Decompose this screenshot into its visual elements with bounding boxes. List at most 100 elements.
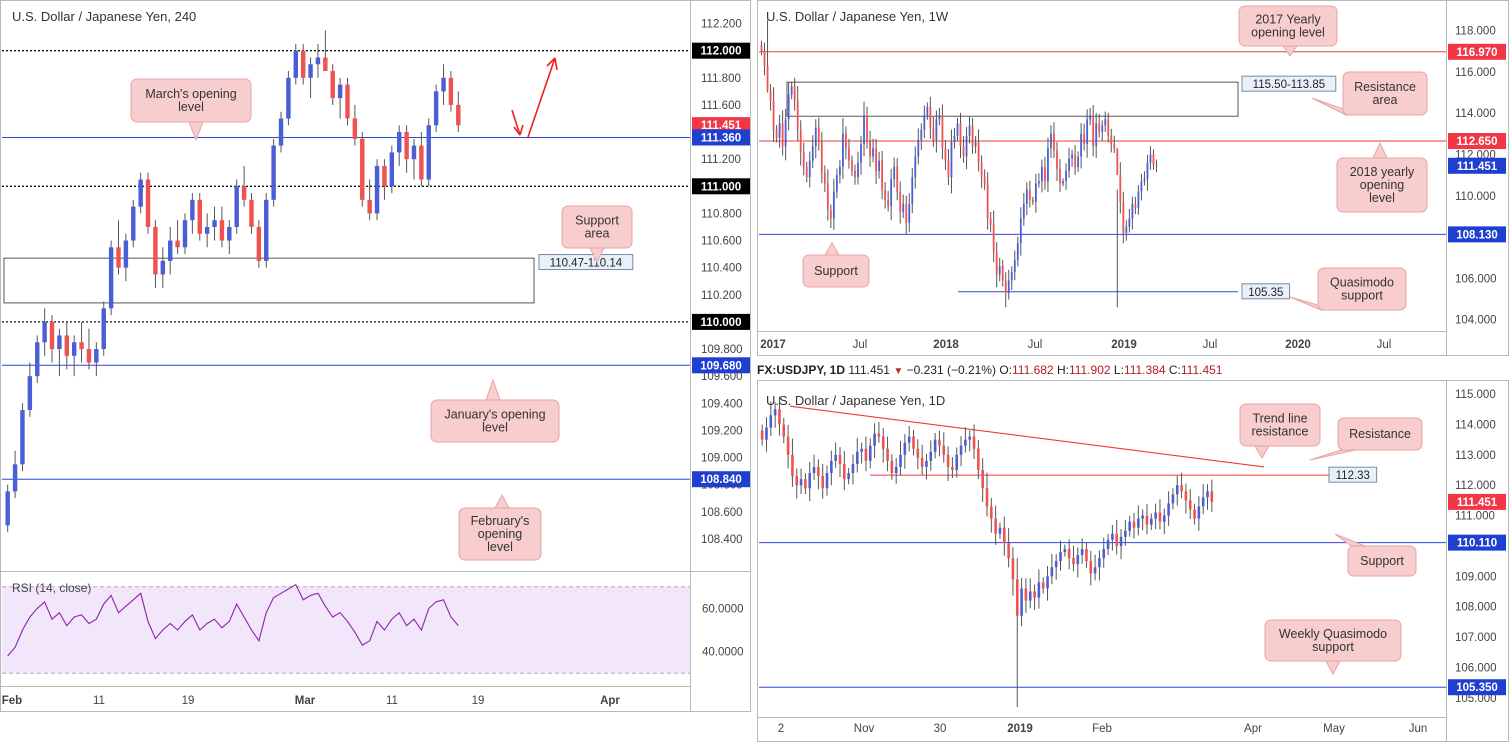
w1-candle: [769, 90, 772, 101]
d1-candle: [843, 463, 846, 480]
w1-candle: [917, 139, 920, 157]
w1-candle: [766, 65, 769, 91]
h4-callout-february-text: February's: [471, 514, 530, 528]
d1-candle: [916, 448, 920, 458]
w1-candle: [899, 191, 902, 213]
d1-candle: [929, 451, 933, 461]
w1-candle: [908, 204, 911, 223]
h4-candle: [300, 50, 306, 78]
d1-price-tag-bg: [1448, 679, 1506, 696]
d1-y-tick: 105.000: [1455, 693, 1497, 705]
d1-candle: [1028, 591, 1032, 601]
d1-candle: [1007, 542, 1010, 559]
d1-x-tick: Nov: [854, 723, 875, 735]
d1-callout-weekly-quasimodo-box: [1264, 619, 1402, 662]
w1-candle: [1047, 148, 1049, 182]
d1-candle: [817, 466, 820, 477]
ohlc-open: 111.682: [1012, 363, 1054, 377]
h4-candle: [153, 226, 158, 275]
d1-x-tick: 30: [934, 723, 947, 735]
d1-candle: [912, 436, 915, 449]
w1-candle: [805, 166, 808, 178]
d1-x-tick: 2019: [1007, 723, 1033, 735]
w1-candle: [851, 160, 853, 171]
w1-price-tag: 116.970: [1457, 47, 1498, 59]
d1-candle: [990, 506, 993, 519]
d1-callout-support-text: Support: [1360, 554, 1404, 568]
w1-candle: [799, 129, 802, 153]
w1-candle: [826, 183, 829, 211]
w1-candle: [932, 127, 935, 140]
h4-candle: [12, 464, 18, 492]
d1-candle: [890, 460, 894, 474]
d1-candle: [1093, 567, 1097, 574]
h4-candle: [20, 410, 25, 465]
h4-y-tick: 110.800: [701, 208, 742, 220]
d1-candle: [998, 527, 1002, 534]
h4-price-tag: 112.000: [701, 46, 742, 58]
d1-candle: [933, 439, 937, 452]
h4-callout-march-box: [130, 78, 252, 123]
h4-candle: [101, 308, 106, 350]
d1-candle: [1098, 558, 1101, 568]
d1-price-tag-bg: [1448, 534, 1506, 551]
w1-candle: [968, 125, 971, 136]
d1-candle: [1132, 521, 1136, 528]
d1-y-tick: 111.000: [1455, 511, 1495, 523]
h4-rsi-y-tick: 40.0000: [702, 647, 744, 659]
d1-candle: [765, 427, 768, 440]
w1-candle: [1050, 133, 1052, 149]
w1-price-tag: 108.130: [1456, 229, 1498, 241]
w1-candle: [992, 224, 995, 252]
h4-y-tick: 108.400: [701, 534, 743, 546]
d1-x-tick: May: [1323, 723, 1345, 735]
h4-callout-january-box: [430, 399, 560, 443]
d1-candle: [981, 470, 984, 489]
h4-candle: [456, 104, 461, 126]
d1-resistance-label: 112.33: [1336, 470, 1370, 482]
h4-candle: [256, 226, 262, 261]
d1-callout-resistance-box: [1337, 417, 1423, 451]
w1-candle: [1149, 154, 1152, 163]
w1-candle: [857, 162, 859, 178]
w1-candle: [1134, 204, 1137, 209]
d1-candle: [1033, 591, 1036, 598]
d1-callout-weekly-quasimodo-text: Weekly Quasimodo: [1279, 627, 1387, 641]
d1-candle: [808, 473, 812, 489]
w1-candle: [1122, 201, 1125, 233]
h4-candle: [212, 220, 217, 227]
w1-price-tag: 111.451: [1457, 161, 1498, 173]
d1-candle: [1102, 549, 1106, 559]
w1-candle: [893, 166, 896, 180]
h4-y-tick: 110.400: [701, 263, 742, 275]
h4-title: U.S. Dollar / Japanese Yen, 240: [12, 9, 196, 24]
h4-callout-march-text: level: [178, 100, 204, 114]
d1-callout-trendline-box: [1239, 403, 1321, 447]
w1-candle: [1098, 123, 1101, 132]
w1-candle: [863, 115, 865, 145]
h4-up-arrow-icon: [527, 57, 558, 138]
w1-candle: [1152, 154, 1155, 165]
w1-x-tick: 2018: [933, 339, 959, 351]
h4-candle: [330, 71, 335, 99]
w1-callout-support-box: [802, 254, 870, 288]
h4-candle: [182, 220, 188, 248]
h4-candle: [204, 226, 210, 234]
h4-zone-label-bg: [538, 254, 634, 271]
w1-y-tick: 118.000: [1455, 26, 1496, 38]
d1-candle: [1162, 515, 1166, 522]
h4-candle: [241, 186, 247, 200]
w1-candle: [1010, 272, 1013, 281]
w1-callout-2018-text: opening: [1360, 178, 1405, 192]
h4-candle: [389, 152, 395, 187]
w1-candle: [911, 177, 914, 205]
h4-candle: [27, 376, 33, 411]
w1-price-tag-bg: [1448, 157, 1506, 174]
d1-candle: [1119, 536, 1123, 546]
d1-y-tick: 113.000: [1455, 450, 1496, 462]
d1-candle: [1115, 533, 1119, 546]
w1-callout-2018-text: 2018 yearly: [1350, 165, 1415, 179]
w1-candle: [854, 170, 856, 178]
h4-price-tag-bg: [692, 471, 750, 488]
w1-candle: [1104, 119, 1107, 126]
